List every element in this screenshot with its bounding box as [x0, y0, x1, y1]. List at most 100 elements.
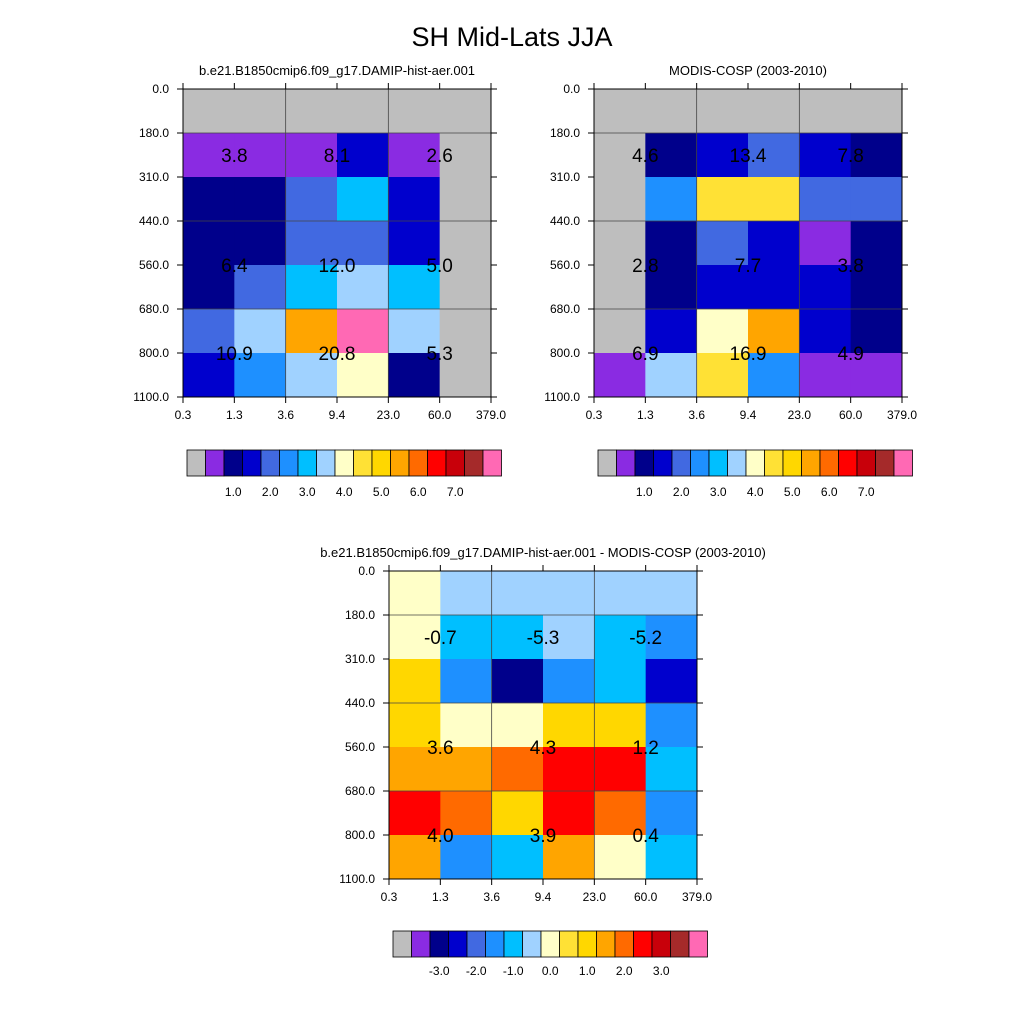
heatmap-cell: [388, 309, 441, 354]
heatmap-cell: [234, 221, 287, 266]
colorbar-swatch: [371, 449, 391, 477]
heatmap-cell: [696, 177, 749, 222]
heatmap-cell: [594, 177, 646, 222]
colorbar-swatch: [856, 449, 876, 477]
y-tick-label: 180.0: [345, 608, 375, 622]
x-tick-label: 0.3: [175, 408, 192, 422]
heatmap-cell: [850, 353, 903, 398]
colorbar-swatch: [838, 449, 858, 477]
heatmap-cell: [645, 703, 698, 748]
heatmap-cell: [543, 835, 595, 880]
y-tick-label: 800.0: [345, 828, 375, 842]
heatmap-cell: [594, 89, 646, 134]
colorbar-swatch: [559, 930, 579, 958]
cell-annotation: 2.8: [632, 256, 658, 277]
colorbar-swatch: [670, 930, 690, 958]
heatmap-cell: [696, 265, 749, 310]
cell-annotation: 3.6: [427, 738, 453, 759]
heatmap-cell: [645, 89, 698, 134]
heatmap-cell: [388, 353, 441, 398]
cell-annotation: 0.4: [632, 826, 659, 847]
panel-1: b.e21.B1850cmip6.f09_g17.DAMIP-hist-aer.…: [133, 63, 506, 499]
heatmap-cell: [439, 309, 492, 354]
heatmap-cell: [491, 835, 544, 880]
heatmap-cell: [850, 221, 903, 266]
heatmap-cell: [439, 353, 492, 398]
heatmap-cell: [543, 703, 595, 748]
cell-annotation: 20.8: [319, 344, 356, 365]
heatmap-cell: [388, 133, 441, 178]
colorbar-swatch: [633, 930, 653, 958]
colorbar-swatch: [390, 449, 410, 477]
colorbar-swatch: [801, 449, 821, 477]
heatmap-cell: [543, 659, 595, 704]
heatmap-cell: [337, 133, 389, 178]
heatmap-cell: [337, 221, 389, 266]
x-tick-label: 1.3: [637, 408, 654, 422]
heatmap-cell: [491, 791, 544, 836]
y-tick-label: 180.0: [550, 126, 580, 140]
heatmap-cell: [696, 221, 749, 266]
heatmap-cell: [491, 703, 544, 748]
colorbar-swatch: [688, 930, 708, 958]
heatmap-cell: [440, 835, 493, 880]
colorbar-swatch: [466, 930, 486, 958]
x-tick-label: 379.0: [476, 408, 506, 422]
y-tick-label: 0.0: [358, 564, 375, 578]
cell-annotation: 3.8: [837, 256, 863, 277]
heatmap-cell: [337, 89, 389, 134]
x-tick-label: 3.6: [277, 408, 294, 422]
colorbar-swatch: [614, 930, 634, 958]
x-tick-label: 3.6: [483, 890, 500, 904]
x-tick-label: 1.3: [226, 408, 243, 422]
colorbar-label: 2.0: [673, 485, 690, 499]
panel-title: MODIS-COSP (2003-2010): [669, 63, 827, 78]
y-tick-label: 440.0: [550, 214, 580, 228]
colorbar-label: 4.0: [747, 485, 764, 499]
colorbar-label: 1.0: [225, 485, 242, 499]
colorbar-swatch: [503, 930, 523, 958]
x-tick-label: 3.6: [688, 408, 705, 422]
heatmap-cell: [748, 309, 800, 354]
heatmap-cell: [234, 265, 287, 310]
heatmap-cell: [799, 265, 852, 310]
x-tick-label: 9.4: [740, 408, 757, 422]
colorbar-swatch: [764, 449, 784, 477]
colorbar-swatch: [597, 449, 617, 477]
heatmap-cell: [645, 615, 698, 660]
colorbar-swatch: [448, 930, 468, 958]
heatmap-cell: [543, 615, 595, 660]
cell-annotation: 4.9: [837, 344, 863, 365]
heatmap-cell: [645, 221, 698, 266]
heatmap-cell: [748, 89, 800, 134]
colorbar-swatch: [522, 930, 542, 958]
heatmap-cell: [543, 791, 595, 836]
colorbar-label: 3.0: [299, 485, 316, 499]
heatmap-cell: [645, 309, 698, 354]
y-tick-label: 1100.0: [133, 390, 169, 404]
heatmap-cell: [594, 571, 647, 616]
cell-annotation: 6.4: [221, 256, 248, 277]
colorbar-swatch: [408, 449, 428, 477]
heatmap-cell: [440, 747, 493, 792]
y-tick-label: 560.0: [139, 258, 169, 272]
heatmap-cell: [388, 89, 441, 134]
heatmap-cell: [799, 89, 852, 134]
colorbar-swatch: [279, 449, 299, 477]
heatmap-cell: [389, 835, 441, 880]
colorbar-label: -1.0: [503, 964, 524, 978]
heatmap-cell: [645, 353, 698, 398]
cell-annotation: -5.3: [527, 628, 560, 649]
heatmap-cell: [388, 177, 441, 222]
heatmap-cell: [594, 703, 647, 748]
heatmap-cell: [748, 353, 800, 398]
panel-title: b.e21.B1850cmip6.f09_g17.DAMIP-hist-aer.…: [199, 63, 475, 78]
colorbar-label: 1.0: [636, 485, 653, 499]
heatmap-cell: [594, 133, 646, 178]
heatmap-cell: [491, 659, 544, 704]
heatmap-cell: [799, 353, 852, 398]
y-tick-label: 0.0: [152, 82, 169, 96]
heatmap-cell: [439, 177, 492, 222]
cell-annotation: 7.8: [837, 146, 863, 167]
cell-annotation: 16.9: [730, 344, 767, 365]
